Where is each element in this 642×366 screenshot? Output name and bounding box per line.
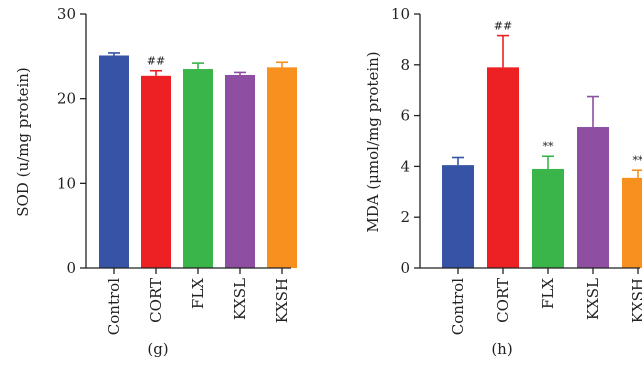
category-label: KXSL <box>231 278 249 320</box>
category-label: KXSH <box>273 278 291 323</box>
chart-panel-g: SOD (u/mg protein) (g) 0 10 20 30 ## Contro… <box>14 5 297 358</box>
y-axis-title: SOD (u/mg protein) <box>14 67 32 217</box>
bars <box>442 67 642 268</box>
y-axis-title: MDA (μmol/mg protein) <box>364 51 382 232</box>
bar <box>487 67 519 268</box>
y-ticks: 0 10 20 30 <box>57 5 86 277</box>
bar <box>183 69 213 269</box>
significance-label: ** <box>633 154 642 167</box>
category-label: CORT <box>494 278 512 323</box>
panel-caption: (g) <box>147 340 168 358</box>
y-tick-label: 6 <box>400 107 410 125</box>
bar <box>442 165 474 268</box>
bar <box>141 75 171 268</box>
bar <box>532 168 564 268</box>
y-tick-label: 10 <box>57 174 76 192</box>
significance-label: ** <box>543 140 555 153</box>
y-tick-label: 4 <box>400 157 410 175</box>
category-label: KXSH <box>629 278 642 323</box>
chart-panel-h: MDA (μmol/mg protein) (h) 0 2 4 6 8 10 ## ** **… <box>364 5 642 358</box>
error-bars <box>108 52 288 76</box>
category-label: FLX <box>539 278 557 309</box>
y-ticks: 0 2 4 6 8 10 <box>391 5 420 277</box>
y-tick-label: 10 <box>391 5 410 23</box>
y-tick-label: 0 <box>66 259 76 277</box>
significance-label: ## <box>494 20 512 33</box>
bars <box>99 55 297 269</box>
y-tick-label: 20 <box>57 90 76 108</box>
bar <box>99 55 129 269</box>
category-label: KXSL <box>584 278 602 320</box>
panel-caption: (h) <box>491 340 512 358</box>
y-tick-label: 2 <box>400 208 410 226</box>
category-labels: Control CORT FLX KXSL KXSH <box>449 268 642 335</box>
category-label: Control <box>449 278 467 335</box>
significance-label: ## <box>147 55 165 68</box>
bar <box>267 67 297 268</box>
category-label: Control <box>105 278 123 335</box>
bar <box>225 74 255 269</box>
bar <box>622 177 642 268</box>
error-bars <box>452 34 642 178</box>
category-label: FLX <box>189 278 207 309</box>
significance-marks: ## ** ** <box>494 20 642 168</box>
category-label: CORT <box>147 278 165 323</box>
bar <box>577 127 609 268</box>
category-labels: Control CORT FLX KXSL KXSH <box>105 268 291 335</box>
y-tick-label: 30 <box>57 5 76 23</box>
significance-marks: ## <box>147 55 165 68</box>
y-tick-label: 8 <box>400 56 410 74</box>
y-tick-label: 0 <box>400 259 410 277</box>
